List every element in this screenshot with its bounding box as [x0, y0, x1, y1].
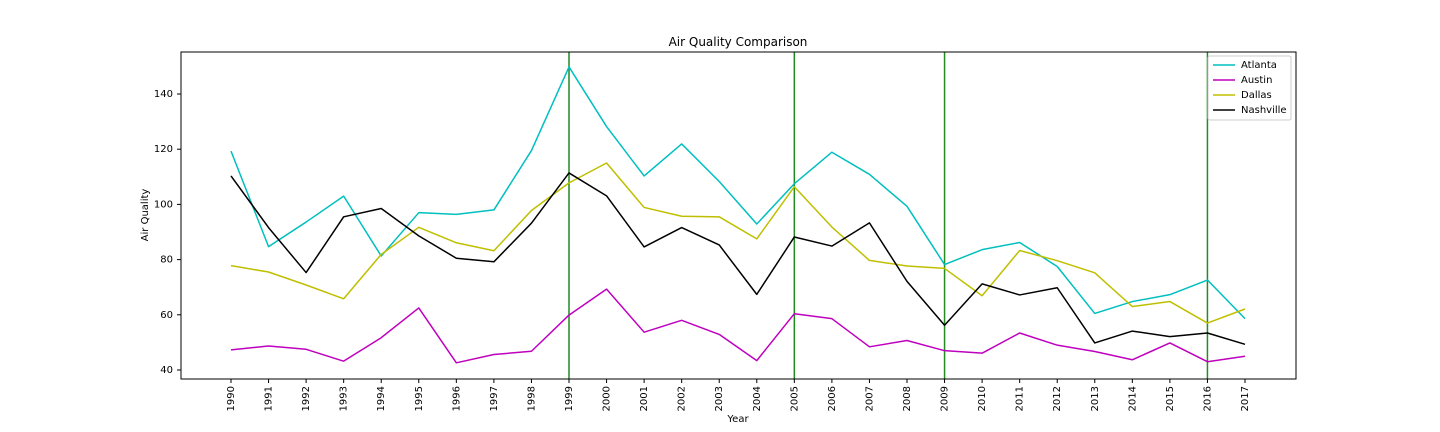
- x-tick-label: 1999: [564, 386, 575, 411]
- x-tick-label: 2016: [1202, 386, 1213, 411]
- x-tick-label: 2006: [827, 386, 838, 411]
- series-lines: [230, 66, 1246, 364]
- y-tick-label: 60: [160, 310, 173, 321]
- x-tick-label: 2013: [1090, 386, 1101, 411]
- x-tick-label: 2003: [714, 386, 725, 411]
- y-tick-label: 120: [154, 144, 173, 155]
- legend: Atlanta Austin Dallas Nashville: [1207, 55, 1292, 121]
- x-axis-label: Year: [726, 414, 749, 425]
- series-line-atlanta: [230, 66, 1246, 320]
- x-tick-label: 1995: [414, 386, 425, 411]
- chart-title: Air Quality Comparison: [669, 35, 808, 49]
- x-axis: 1990 1991 1992 1993 1994 1995 1996 1997 1998 1999…: [226, 379, 1251, 411]
- y-tick-label: 80: [160, 255, 173, 266]
- x-tick-label: 2010: [977, 386, 988, 411]
- x-tick-label: 2015: [1165, 386, 1176, 411]
- y-tick-label: 100: [154, 199, 173, 210]
- x-tick-label: 2011: [1015, 386, 1026, 411]
- plot-area-frame: [180, 51, 1297, 380]
- x-tick-label: 1993: [339, 386, 350, 411]
- series-line-austin: [230, 288, 1246, 364]
- x-tick-label: 1994: [376, 386, 387, 411]
- x-tick-label: 1998: [526, 386, 537, 411]
- x-tick-label: 1992: [301, 386, 312, 411]
- x-tick-label: 2014: [1127, 386, 1138, 411]
- x-tick-label: 1997: [489, 386, 500, 411]
- legend-label-dallas: Dallas: [1241, 90, 1272, 101]
- series-line-dallas: [230, 162, 1246, 324]
- x-tick-label: 2000: [602, 386, 613, 411]
- x-tick-label: 1991: [264, 386, 275, 411]
- x-tick-label: 2001: [639, 386, 650, 411]
- x-tick-label: 2009: [940, 386, 951, 411]
- x-tick-label: 2007: [864, 386, 875, 411]
- legend-box: [1207, 55, 1292, 121]
- legend-label-nashville: Nashville: [1241, 105, 1287, 116]
- x-tick-label: 2012: [1052, 386, 1063, 411]
- y-axis: 40 60 80 100 120 140: [154, 89, 181, 376]
- x-tick-label: 2004: [752, 386, 763, 411]
- x-tick-label: 1996: [451, 386, 462, 411]
- x-tick-label: 1990: [226, 386, 237, 411]
- x-tick-label: 2008: [902, 386, 913, 411]
- legend-label-austin: Austin: [1241, 75, 1272, 86]
- series-line-nashville: [230, 172, 1246, 346]
- x-tick-label: 2017: [1240, 386, 1251, 411]
- y-axis-label: Air Quality: [140, 189, 151, 242]
- x-tick-label: 2002: [677, 386, 688, 411]
- y-tick-label: 40: [160, 365, 173, 376]
- x-tick-label: 2005: [789, 386, 800, 411]
- legend-label-atlanta: Atlanta: [1241, 60, 1277, 71]
- y-tick-label: 140: [154, 89, 173, 100]
